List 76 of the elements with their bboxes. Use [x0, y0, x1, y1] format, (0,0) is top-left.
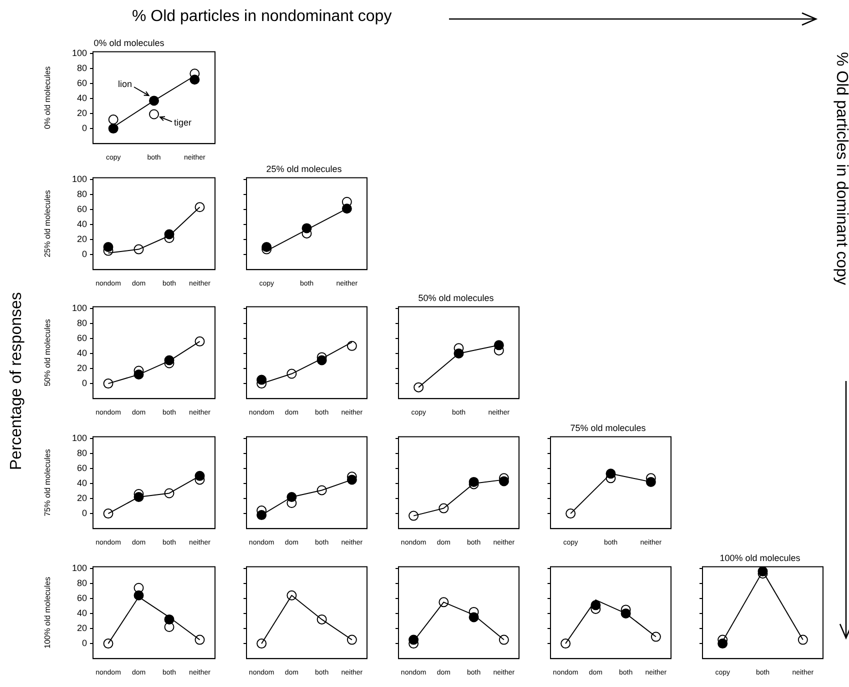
y-tick-label: 20 [76, 622, 87, 633]
y-tick-label: 40 [76, 92, 87, 103]
point [408, 510, 419, 521]
point [256, 638, 267, 649]
point [194, 634, 205, 645]
point [566, 508, 576, 519]
y-tick-label: 20 [76, 234, 87, 244]
y-tick-label: 80 [76, 318, 87, 328]
point [103, 508, 114, 519]
point [256, 510, 267, 520]
y-tick-label: 40 [76, 348, 87, 358]
y-tick-label: 80 [76, 578, 87, 588]
y-axis-title: 50% old molecules [43, 319, 52, 386]
y-tick-label: 100 [72, 174, 87, 184]
point [560, 638, 571, 649]
y-tick-label: 80 [76, 188, 87, 199]
point [650, 632, 661, 642]
y-tick-label: 0 [82, 638, 87, 648]
point [414, 382, 424, 392]
chart-title: 100% old molecules [720, 552, 801, 563]
point [103, 242, 114, 252]
y-tick-label: 40 [76, 608, 87, 618]
chart-title: 75% old molecules [570, 422, 646, 433]
y-tick-label: 20 [76, 108, 87, 118]
y-axis-title: 0% old molecules [43, 66, 52, 130]
y-axis-title: 75% old molecules [43, 449, 52, 516]
text: Percentage of responses [8, 292, 26, 470]
point [194, 470, 205, 481]
y-tick-label: 60 [76, 462, 87, 473]
point [108, 114, 118, 125]
point [498, 634, 509, 645]
point [149, 109, 159, 120]
point [346, 340, 357, 351]
y-tick-label: 20 [76, 362, 87, 373]
y-tick-label: 100 [72, 562, 87, 573]
point [408, 634, 419, 645]
y-tick-label: 100 [72, 48, 87, 58]
y-tick-label: 0 [82, 508, 87, 518]
point [498, 476, 509, 486]
point [494, 340, 504, 350]
y-tick-label: 100 [72, 302, 87, 313]
point [190, 74, 200, 85]
y-tick-label: 0 [82, 249, 87, 260]
y-axis-title: 100% old molecules [43, 576, 52, 649]
y-tick-label: 0 [82, 123, 87, 134]
y-tick-label: 60 [76, 592, 87, 603]
point [103, 378, 114, 389]
point [108, 124, 118, 134]
point [346, 474, 357, 485]
point [718, 638, 728, 649]
y-tick-label: 80 [76, 448, 87, 458]
point [798, 634, 808, 645]
chart-title: 25% old molecules [266, 164, 342, 174]
point [346, 634, 357, 645]
chart-title: 50% old molecules [418, 292, 494, 303]
point [103, 638, 114, 649]
text: % Old particles in dominant copy [832, 52, 849, 285]
y-tick-label: 20 [76, 492, 87, 503]
y-tick-label: 60 [76, 332, 87, 343]
y-tick-label: 40 [76, 478, 87, 488]
point [194, 202, 205, 212]
y-axis-title: 25% old molecules [43, 190, 52, 258]
chart-title: 0% old molecules [94, 38, 165, 48]
point [194, 336, 205, 346]
annotation: tiger [174, 118, 192, 128]
y-tick-label: 60 [76, 78, 87, 88]
y-tick-label: 100 [72, 432, 87, 443]
text: % Old particles in nondominant copy [132, 8, 392, 26]
y-tick-label: 80 [76, 62, 87, 73]
point [342, 204, 352, 214]
y-tick-label: 40 [76, 218, 87, 229]
y-tick-label: 60 [76, 204, 87, 214]
point [646, 476, 656, 487]
y-tick-label: 0 [82, 378, 87, 388]
annotation: lion [118, 79, 132, 90]
point [256, 374, 267, 385]
